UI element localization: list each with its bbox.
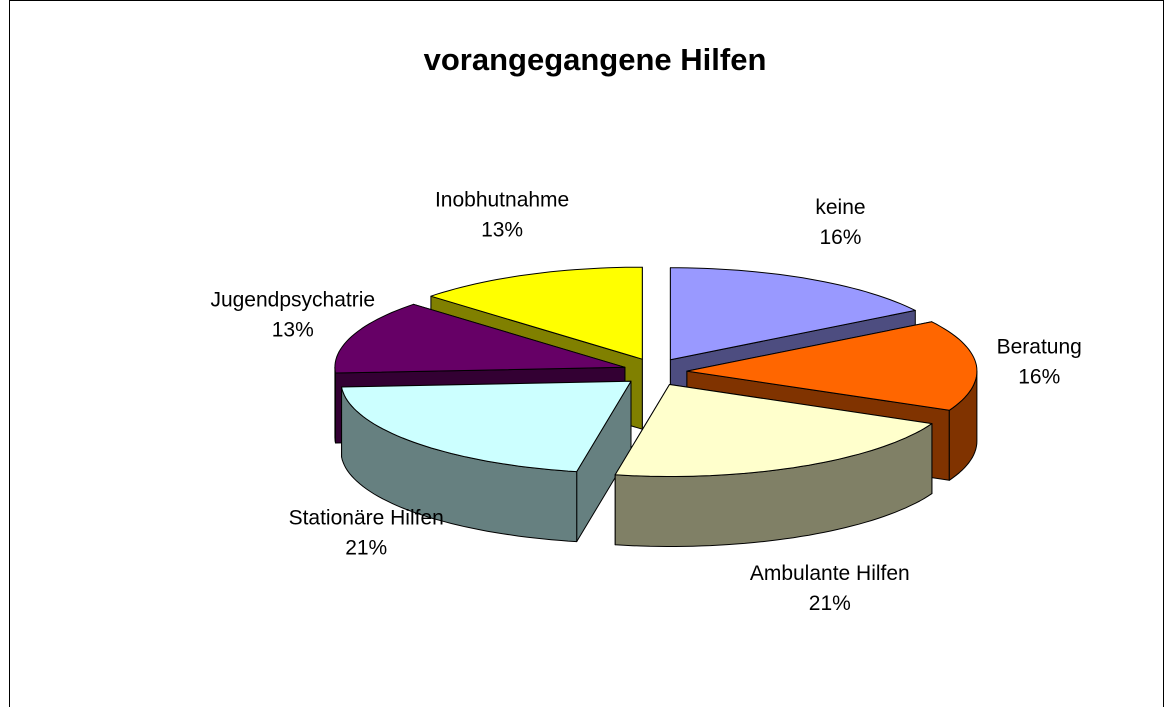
data-label: Jugendpsychatrie <box>210 288 375 311</box>
slice <box>334 303 626 374</box>
chart-title: vorangegangene Hilfen <box>424 42 767 77</box>
data-label-value: 13% <box>481 219 523 242</box>
slice <box>430 266 643 360</box>
slice <box>686 321 978 411</box>
slice <box>614 384 933 477</box>
data-label-value: 13% <box>272 318 314 341</box>
slice <box>669 267 916 361</box>
slice <box>341 380 632 473</box>
data-label: Stationäre Hilfen <box>289 507 444 530</box>
slice-wall <box>334 366 336 444</box>
data-label-value: 21% <box>809 592 851 615</box>
data-label: Beratung <box>997 336 1082 359</box>
data-label: Ambulante Hilfen <box>750 562 910 585</box>
data-label-value: 16% <box>819 226 861 249</box>
data-label: keine <box>815 196 865 219</box>
data-label-value: 16% <box>1018 366 1060 389</box>
data-label-value: 21% <box>345 537 387 560</box>
pie <box>334 266 978 547</box>
data-label: Inobhutnahme <box>435 189 569 212</box>
